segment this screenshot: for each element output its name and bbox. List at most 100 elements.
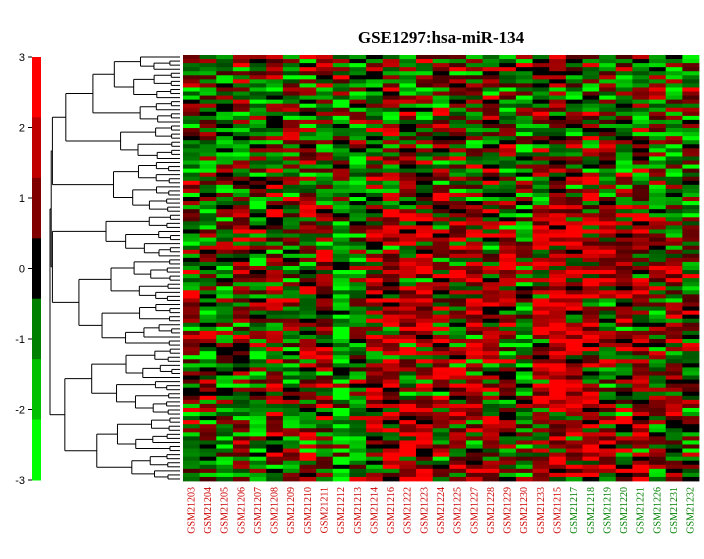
heatmap-cell: [449, 63, 467, 68]
heatmap-cell: [199, 391, 217, 397]
heatmap-cell: [565, 265, 583, 271]
heatmap-cell: [216, 201, 234, 206]
heatmap-cell: [366, 140, 384, 145]
heatmap-cell: [465, 472, 484, 478]
heatmap-cell: [316, 436, 334, 441]
heatmap-cell: [416, 67, 434, 72]
heatmap-cell: [599, 176, 617, 182]
heatmap-cell: [366, 257, 384, 263]
heatmap-cell: [349, 257, 367, 263]
heatmap-cell: [582, 326, 600, 332]
heatmap-cell: [682, 274, 700, 279]
heatmap-cell: [332, 330, 350, 336]
heatmap-cell: [416, 428, 434, 433]
heatmap-cell: [282, 229, 300, 234]
heatmap-cell: [682, 379, 700, 385]
heatmap-cell: [682, 152, 700, 157]
column-label: GSM21206: [236, 487, 247, 534]
heatmap-cell: [465, 326, 484, 332]
heatmap-cell: [382, 355, 400, 360]
heatmap-cell: [682, 261, 700, 267]
heatmap-cell: [515, 164, 533, 169]
heatmap-cell: [349, 440, 367, 445]
heatmap-cell: [649, 213, 667, 218]
heatmap-cell: [349, 128, 367, 133]
heatmap-cell: [299, 55, 317, 60]
heatmap-cell: [349, 241, 367, 247]
heatmap-cell: [649, 355, 667, 360]
heatmap-cell: [665, 351, 683, 356]
heatmap-cell: [615, 460, 633, 466]
heatmap-cell: [549, 217, 567, 222]
heatmap-cell: [449, 428, 467, 433]
heatmap-cell: [432, 205, 450, 210]
heatmap-cell: [366, 111, 384, 117]
heatmap-cell: [632, 302, 650, 307]
heatmap-cell: [432, 302, 450, 307]
heatmap-cell: [282, 188, 300, 194]
heatmap-cell: [332, 152, 350, 157]
heatmap-cell: [216, 420, 234, 425]
heatmap-cell: [183, 468, 201, 474]
heatmap-cell: [382, 59, 400, 64]
heatmap-cell: [299, 128, 317, 133]
heatmap-cell: [282, 209, 300, 214]
heatmap-cell: [249, 330, 267, 336]
heatmap-cell: [416, 152, 434, 157]
heatmap-cell: [515, 99, 533, 105]
heatmap-cell: [682, 213, 700, 218]
heatmap-cell: [465, 237, 484, 243]
heatmap-cell: [299, 237, 317, 243]
heatmap-cell: [416, 347, 434, 352]
heatmap-cell: [582, 472, 600, 478]
heatmap-cell: [299, 298, 317, 303]
heatmap-cell: [499, 67, 517, 72]
heatmap-cell: [399, 468, 417, 474]
heatmap-cell: [382, 152, 400, 157]
heatmap-cell: [499, 95, 517, 101]
heatmap-cell: [532, 168, 550, 174]
heatmap-cell: [382, 265, 400, 271]
heatmap-cell: [515, 456, 533, 462]
heatmap-cell: [299, 314, 317, 320]
heatmap-cell: [432, 290, 450, 295]
heatmap-cell: [399, 367, 417, 372]
heatmap-cell: [266, 241, 284, 247]
heatmap-cell: [416, 355, 434, 360]
heatmap-cell: [532, 192, 550, 198]
heatmap-cell: [449, 456, 467, 462]
heatmap-cell: [432, 176, 450, 182]
heatmap-cell: [299, 448, 317, 453]
heatmap-cell: [565, 395, 583, 401]
heatmap-cell: [349, 144, 367, 149]
heatmap-cell: [632, 265, 650, 271]
heatmap-cell: [549, 148, 567, 153]
heatmap-cell: [515, 209, 533, 214]
heatmap-cell: [399, 306, 417, 311]
heatmap-cell: [615, 249, 633, 255]
heatmap-cell: [366, 209, 384, 214]
heatmap-cell: [332, 107, 350, 113]
heatmap-cell: [465, 330, 484, 336]
heatmap-cell: [282, 67, 300, 72]
heatmap-cell: [599, 322, 617, 328]
heatmap-cell: [515, 468, 533, 474]
heatmap-cell: [199, 432, 217, 437]
heatmap-cell: [582, 265, 600, 271]
heatmap-cell: [565, 103, 583, 109]
heatmap-cell: [349, 416, 367, 421]
heatmap-cell: [316, 412, 334, 417]
heatmap-cell: [599, 103, 617, 109]
heatmap-cell: [432, 144, 450, 149]
heatmap-cell: [682, 371, 700, 376]
heatmap-cell: [515, 123, 533, 129]
heatmap-cell: [682, 128, 700, 133]
heatmap-cell: [532, 148, 550, 153]
heatmap-cell: [349, 420, 367, 425]
heatmap-cell: [282, 339, 300, 344]
heatmap-cell: [232, 83, 250, 88]
heatmap-cell: [599, 107, 617, 113]
heatmap-cell: [682, 168, 700, 174]
heatmap-cell: [183, 229, 201, 234]
